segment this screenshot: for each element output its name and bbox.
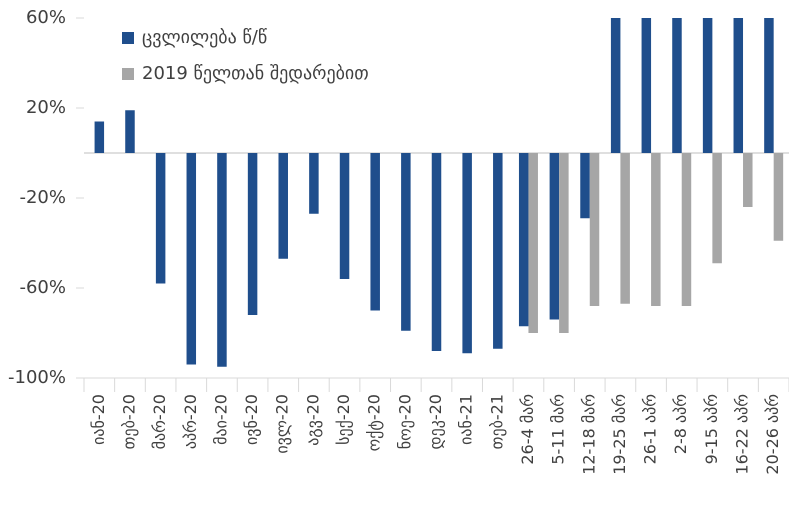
x-tick-label: დეკ-20 <box>426 394 445 450</box>
bar <box>702 18 713 153</box>
x-tick-label: 20-26 აპრ <box>763 394 782 475</box>
x-tick-label: 12-18 მარ <box>579 394 598 475</box>
x-tick-label: ივნ-20 <box>242 394 261 445</box>
bar <box>125 110 135 153</box>
x-tick-label: მარ-20 <box>150 394 169 449</box>
bar <box>401 153 411 331</box>
y-tick-label: -60% <box>19 277 66 298</box>
bar <box>528 153 538 333</box>
bar <box>370 153 380 311</box>
bar <box>247 153 258 315</box>
bar <box>186 153 197 365</box>
bar <box>681 153 692 306</box>
y-tick-label: 60% <box>26 7 66 28</box>
x-tick-label: ნოე-20 <box>395 394 414 449</box>
x-tick-label: ივლ-20 <box>273 394 292 454</box>
x-tick-label: 2-8 აპრ <box>671 394 690 454</box>
x-tick-label: 26-4 მარ <box>518 394 537 465</box>
x-tick-label: იან-20 <box>89 394 108 445</box>
bar <box>518 153 529 327</box>
bar <box>278 153 288 259</box>
bar <box>641 18 652 153</box>
legend-swatch <box>122 32 134 44</box>
bar <box>549 153 560 320</box>
legend-swatch <box>122 68 134 80</box>
y-tick-label: -20% <box>19 187 66 208</box>
bar <box>493 153 503 349</box>
x-tick-label: 16-22 აპრ <box>733 394 752 475</box>
legend-label: ცვლილება წ/წ <box>142 27 267 48</box>
x-tick-label: სექ-20 <box>334 394 353 445</box>
legend-label: 2019 წელთან შედარებით <box>142 63 369 84</box>
y-tick-label: 20% <box>26 97 66 118</box>
bar <box>743 153 753 207</box>
x-tick-label: აგვ-20 <box>303 394 322 446</box>
bar <box>773 153 784 241</box>
x-tick-label: აპრ-20 <box>181 394 200 449</box>
bar <box>580 153 590 219</box>
bar <box>559 153 569 333</box>
bar <box>309 153 319 214</box>
x-tick-label: 5-11 მარ <box>549 394 568 465</box>
bar <box>339 153 350 279</box>
bar <box>610 18 621 153</box>
bar <box>651 153 661 306</box>
bars <box>94 18 784 367</box>
labels: 60% 20% -20% -60% -100% იან-20 თებ-20 მარ-20 აპრ… <box>8 7 782 475</box>
x-tick-label: 26-1 აპრ <box>641 394 660 464</box>
x-tick-label: 19-25 მარ <box>610 394 629 475</box>
bar <box>431 153 442 351</box>
bar <box>94 121 105 153</box>
x-tick-label: თებ-20 <box>119 394 138 449</box>
bar <box>462 153 472 354</box>
x-tick-label: იან-21 <box>457 394 476 445</box>
bar <box>712 153 722 264</box>
bar <box>155 153 166 284</box>
x-tick-label: მაი-20 <box>211 394 230 445</box>
bar <box>620 153 630 304</box>
x-tick-label: 9-15 აპრ <box>702 394 721 464</box>
bar <box>589 153 600 306</box>
x-tick-label: თებ-21 <box>487 394 506 449</box>
bar <box>217 153 227 367</box>
y-tick-label: -100% <box>8 367 66 388</box>
bar <box>733 18 744 153</box>
bar <box>672 18 682 153</box>
bar <box>764 18 774 153</box>
x-tick-label: ოქტ-20 <box>365 394 384 451</box>
